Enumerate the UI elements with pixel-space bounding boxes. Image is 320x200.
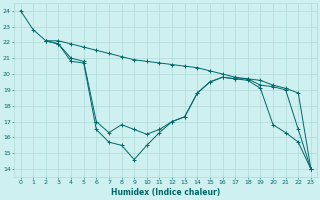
X-axis label: Humidex (Indice chaleur): Humidex (Indice chaleur) [111,188,220,197]
